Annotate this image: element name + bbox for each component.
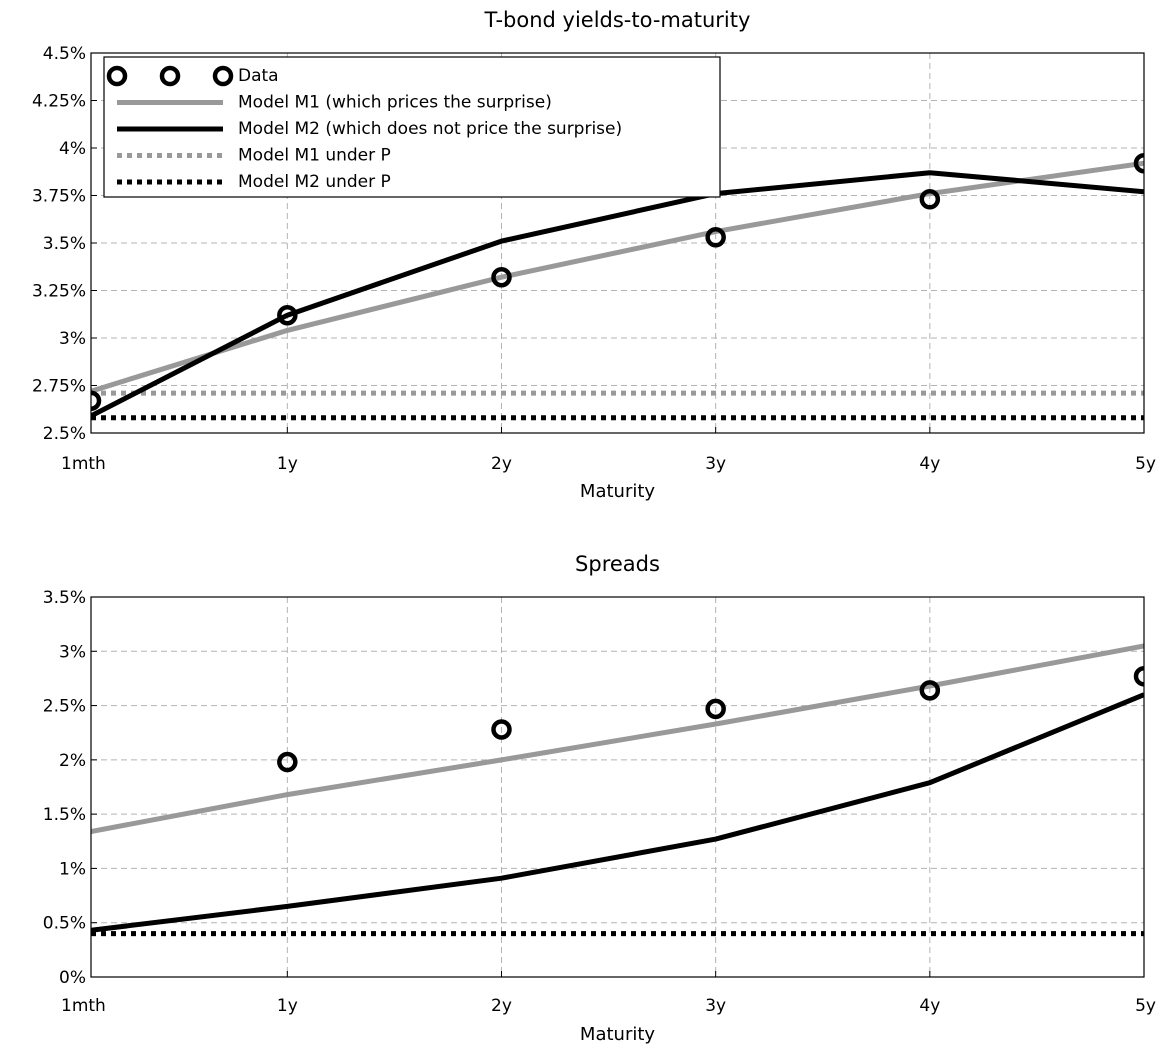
legend-marker — [159, 65, 181, 87]
data-point-marker — [491, 266, 512, 288]
series-line-2 — [91, 170, 1144, 419]
chart-title: T-bond yields-to-maturity — [484, 8, 751, 32]
y-tick-label: 3.5% — [43, 234, 86, 254]
data-point-marker — [919, 189, 941, 210]
series-line-1 — [91, 643, 1144, 834]
legend: Data Model M1 (which prices the surprise)… — [103, 56, 721, 198]
y-tick-label: 2.75% — [32, 377, 86, 397]
x-tick-label: 1y — [277, 996, 298, 1016]
data-point-marker — [91, 390, 102, 411]
x-tick-label: 1mth — [61, 454, 106, 474]
legend-marker — [106, 65, 128, 87]
y-tick-label: 3.75% — [32, 187, 86, 207]
y-tick-label: 3.25% — [32, 282, 86, 302]
y-tick-label: 1% — [59, 859, 86, 879]
y-tick-label: 3% — [59, 642, 86, 662]
y-tick-label: 2.5% — [43, 424, 86, 444]
legend-item: Model M1 (which prices the surprise) — [117, 93, 552, 113]
legend-label: Model M1 under P — [238, 146, 391, 166]
y-axis: 2.5% 2.75% 3% 3.25% 3.5% 3.75% 4% 4.25% 4.5% — [32, 44, 97, 444]
x-tick-label: 4y — [919, 454, 940, 474]
x-tick-label: 5y — [1135, 454, 1156, 474]
plot-frame — [90, 596, 1145, 978]
series-line-1 — [91, 160, 1144, 394]
x-tick-label: 2y — [491, 454, 512, 474]
data-point-marker — [919, 680, 941, 701]
x-tick-label: 5y — [1135, 996, 1156, 1016]
y-axis: 0% 0.5% 1% 1.5% 2% 2.5% 3% 3.5% — [43, 588, 97, 988]
chart-panel-1: T-bond yields-to-maturity 2.5% 2.75% 3% 3.25… — [32, 8, 1156, 502]
legend-item: Model M1 under P — [117, 146, 391, 166]
x-axis: 1mth 1y 2y 3y 4y 5y — [61, 971, 1156, 1016]
legend-item: Model M2 (which does not price the surpr… — [117, 119, 622, 139]
y-tick-label: 2.5% — [43, 697, 86, 717]
x-axis-label: Maturity — [580, 1024, 655, 1045]
x-tick-label: 2y — [491, 996, 512, 1016]
legend-label: Data — [238, 66, 279, 86]
x-tick-label: 1y — [277, 454, 298, 474]
legend-label: Model M2 under P — [238, 172, 391, 192]
x-tick-label: 1mth — [61, 996, 106, 1016]
series-group — [91, 643, 1144, 937]
data-point-marker — [277, 751, 298, 773]
grid-lines — [91, 597, 1144, 977]
y-tick-label: 0% — [59, 968, 86, 988]
data-point-marker — [705, 698, 726, 720]
data-point-marker — [1133, 666, 1144, 687]
legend-label: Model M2 (which does not price the surpr… — [238, 119, 622, 139]
x-axis: 1mth 1y 2y 3y 4y 5y — [61, 427, 1156, 474]
x-tick-label: 3y — [705, 996, 726, 1016]
y-tick-label: 4.25% — [32, 92, 86, 112]
chart-panel-2: Spreads 0% 0.5% 1% 1.5% 2% 2.5% 3% 3.5% 1mth 1y 2y 3… — [43, 552, 1156, 1045]
y-tick-label: 3.5% — [43, 588, 86, 608]
x-tick-label: 4y — [919, 996, 940, 1016]
x-axis-label: Maturity — [580, 481, 655, 502]
legend-marker — [212, 65, 234, 87]
y-tick-label: 3% — [59, 329, 86, 349]
y-tick-label: 2% — [59, 751, 86, 771]
series-group — [91, 152, 1144, 421]
data-point-marker — [705, 227, 726, 248]
x-tick-label: 3y — [705, 454, 726, 474]
y-tick-label: 4.5% — [43, 44, 86, 64]
y-tick-label: 0.5% — [43, 914, 86, 934]
data-point-marker — [491, 719, 512, 740]
y-tick-label: 4% — [59, 139, 86, 159]
legend-item: Model M2 under P — [117, 172, 391, 192]
data-point-marker — [1133, 152, 1144, 174]
y-tick-label: 1.5% — [43, 805, 86, 825]
series-line-2 — [91, 692, 1144, 933]
legend-item: Data — [106, 65, 279, 87]
data-point-marker — [277, 304, 298, 326]
legend-label: Model M1 (which prices the surprise) — [238, 93, 552, 113]
chart-title: Spreads — [575, 552, 660, 576]
